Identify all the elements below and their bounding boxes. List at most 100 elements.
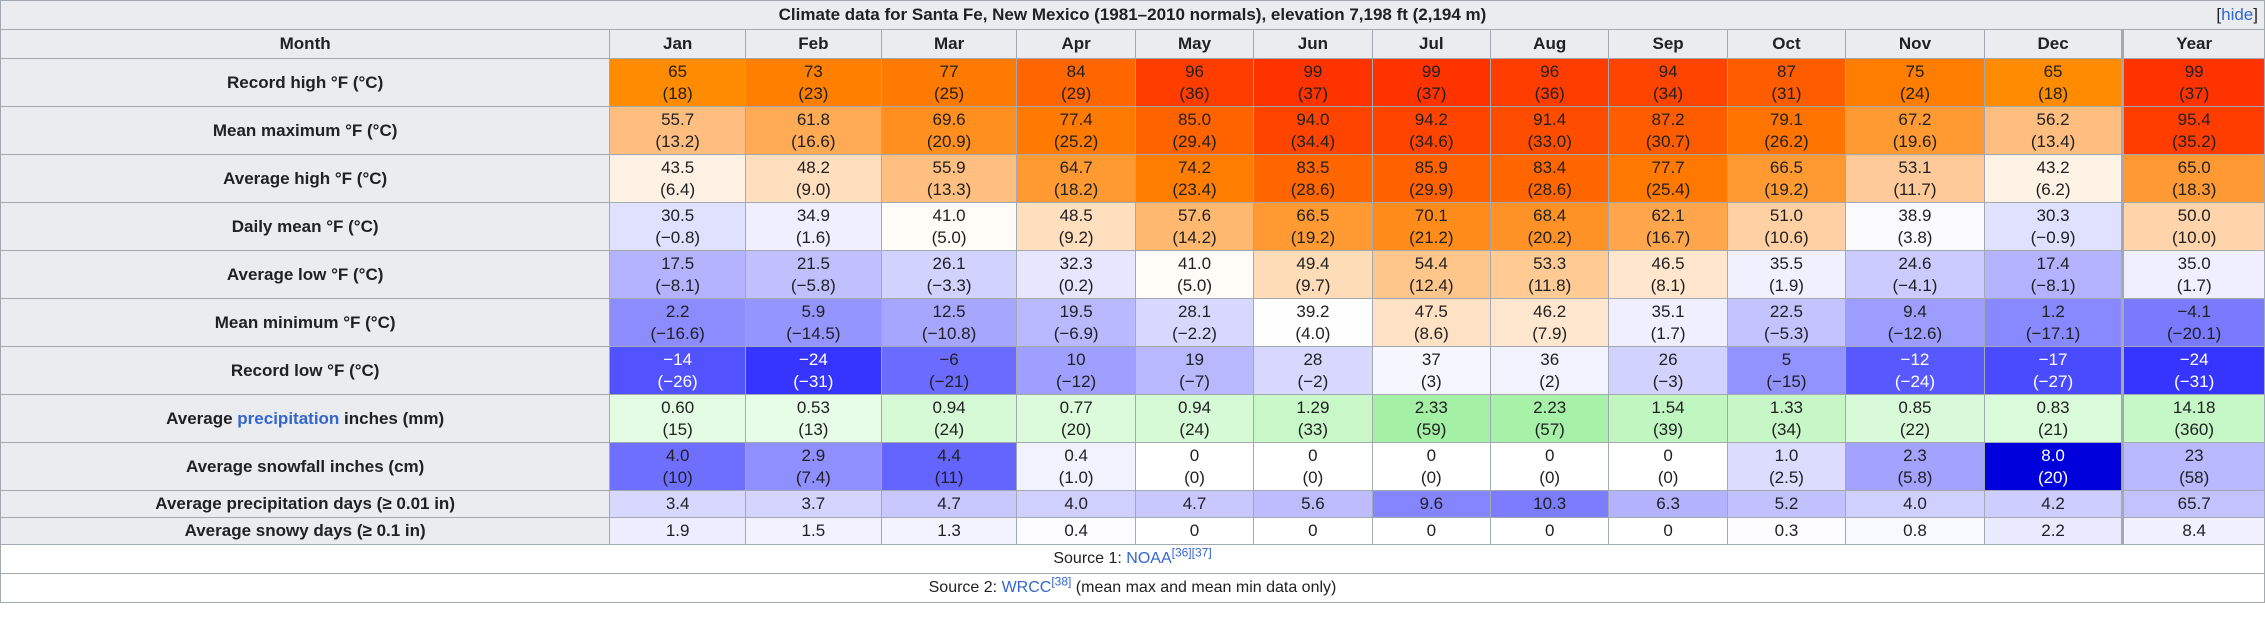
cell-value: 85.0 xyxy=(1177,109,1212,129)
data-cell: 66.5 (19.2) xyxy=(1726,154,1847,203)
data-cell: 28 (−2) xyxy=(1253,346,1373,395)
data-cell: 8.0 (20) xyxy=(1983,442,2124,491)
data-cell: 96 (36) xyxy=(1134,58,1255,107)
cell-value: 46.5 xyxy=(1651,253,1685,273)
cell-secondary-value: (31) xyxy=(1771,83,1802,103)
data-cell: 99 (37) xyxy=(1253,58,1373,107)
cell-value: 43.5 xyxy=(661,157,695,177)
cell-value: −4.1 xyxy=(2177,301,2211,321)
cell-secondary-value: (30.7) xyxy=(1645,131,1691,151)
data-cell: 70.1 (21.2) xyxy=(1371,202,1492,251)
year-header: Year xyxy=(2121,29,2265,59)
hide-toggle[interactable]: [hide] xyxy=(2216,5,2258,24)
row-label: Average low °F (°C) xyxy=(0,250,611,299)
source1-link[interactable]: NOAA xyxy=(1126,550,1172,567)
cell-secondary-value: (6.4) xyxy=(660,179,696,199)
month-header-sep: Sep xyxy=(1608,29,1728,59)
cell-value: 53.3 xyxy=(1533,253,1567,273)
data-cell: 1.0 (2.5) xyxy=(1726,442,1847,491)
cell-value: 51.0 xyxy=(1769,205,1804,225)
precipitation-link[interactable]: precipitation xyxy=(237,408,340,428)
data-cell: 66.5 (19.2) xyxy=(1253,202,1373,251)
cell-secondary-value: (8.1) xyxy=(1650,275,1686,295)
cell-value: 4.4 xyxy=(937,445,961,465)
cell-secondary-value: (29.9) xyxy=(1409,179,1454,199)
cell-value: −14 xyxy=(663,349,693,369)
cell-secondary-value: (16.7) xyxy=(1645,227,1691,247)
cell-secondary-value: (−21) xyxy=(928,371,970,391)
data-cell: 57.6 (14.2) xyxy=(1134,202,1255,251)
row-label: Daily mean °F (°C) xyxy=(0,202,611,251)
data-cell: 19 (−7) xyxy=(1134,346,1255,395)
year-cell: −4.1 (−20.1) xyxy=(2121,298,2265,347)
cell-value: 35.1 xyxy=(1651,301,1685,321)
cell-secondary-value: (24) xyxy=(1179,419,1210,439)
data-cell: 1.9 xyxy=(609,517,746,545)
cell-value: 55.7 xyxy=(661,109,695,129)
cell-value: 39.2 xyxy=(1296,301,1330,321)
cell-secondary-value: (9.7) xyxy=(1295,275,1331,295)
cell-secondary-value: (3.8) xyxy=(1897,227,1933,247)
cell-secondary-value: (18.3) xyxy=(2171,179,2217,199)
source2-ref-1[interactable]: [38] xyxy=(1051,575,1071,589)
row-label: Record high °F (°C) xyxy=(0,58,611,107)
data-cell: 53.3 (11.8) xyxy=(1489,250,1610,299)
table-row: Average precipitation days (≥ 0.01 in) 3.… xyxy=(0,490,2265,518)
cell-value: −6 xyxy=(939,349,959,369)
cell-secondary-value: (37) xyxy=(2179,83,2210,103)
year-cell: 99 (37) xyxy=(2121,58,2265,107)
data-cell: 12.5 (−10.8) xyxy=(880,298,1018,347)
cell-value: 1.54 xyxy=(1651,397,1685,417)
table-row: Mean minimum °F (°C) 2.2 (−16.6) 5.9 (−14.5)… xyxy=(0,298,2265,347)
cell-value: 4.7 xyxy=(1182,494,1207,513)
cell-secondary-value: (−31) xyxy=(2174,371,2215,391)
month-header-oct: Oct xyxy=(1726,29,1847,59)
cell-secondary-value: (5.8) xyxy=(1897,467,1933,487)
cell-secondary-value: (59) xyxy=(1416,419,1447,439)
data-cell: 1.5 xyxy=(745,517,882,545)
cell-value: 0 xyxy=(1663,521,1673,540)
climate-table: Climate data for Santa Fe, New Mexico (1… xyxy=(0,0,2265,603)
source1-row: Source 1: NOAA[36][37] xyxy=(0,544,2265,574)
month-header-jun: Jun xyxy=(1253,29,1373,59)
cell-secondary-value: (0) xyxy=(1539,467,1561,487)
source1-ref-2[interactable]: [37] xyxy=(1192,546,1212,560)
cell-value: 5 xyxy=(1781,349,1792,369)
cell-secondary-value: (14.2) xyxy=(1172,227,1217,247)
cell-value: 50.0 xyxy=(2177,205,2211,225)
cell-value: 41.0 xyxy=(1177,253,1212,273)
source2-ref-1-link[interactable]: [38] xyxy=(1051,574,1072,589)
cell-value: 75 xyxy=(1905,61,1925,81)
source1-ref-1[interactable]: [36] xyxy=(1172,546,1192,560)
cell-value: 0 xyxy=(1663,445,1673,465)
data-cell: 87 (31) xyxy=(1726,58,1847,107)
cell-value: −24 xyxy=(798,349,828,369)
data-cell: 83.5 (28.6) xyxy=(1253,154,1373,203)
cell-secondary-value: (1.7) xyxy=(1650,323,1686,343)
cell-value: 99 xyxy=(1421,61,1441,81)
cell-secondary-value: (0) xyxy=(1420,467,1442,487)
cell-value: 77.4 xyxy=(1059,109,1093,129)
cell-secondary-value: (25.2) xyxy=(1053,131,1099,151)
cell-value: 0 xyxy=(1189,521,1200,540)
source2-suffix: (mean max and mean min data only) xyxy=(1071,579,1337,596)
data-cell: 0.3 xyxy=(1726,517,1847,545)
source1-ref-1-link[interactable]: [36] xyxy=(1171,545,1192,560)
data-cell: 0.8 xyxy=(1845,517,1985,545)
cell-value: 2.33 xyxy=(1414,397,1448,417)
cell-value: 91.4 xyxy=(1533,109,1567,129)
data-cell: 0.53 (13) xyxy=(745,394,882,443)
source2-link[interactable]: WRCC xyxy=(1001,579,1052,596)
data-cell: 2.33 (59) xyxy=(1371,394,1492,443)
data-cell: 17.4 (−8.1) xyxy=(1983,250,2124,299)
cell-value: 0.4 xyxy=(1064,521,1088,540)
data-cell: 2.2 xyxy=(1983,517,2124,545)
cell-value: 4.2 xyxy=(2041,494,2065,513)
source1-ref-2-link[interactable]: [37] xyxy=(1191,545,1212,560)
data-cell: 4.0 (10) xyxy=(609,442,746,491)
cell-secondary-value: (7.9) xyxy=(1532,323,1568,343)
hide-link[interactable]: hide xyxy=(2221,5,2254,24)
data-cell: 77 (25) xyxy=(880,58,1018,107)
cell-value: 85.9 xyxy=(1414,157,1448,177)
cell-secondary-value: (11.7) xyxy=(1893,179,1937,199)
